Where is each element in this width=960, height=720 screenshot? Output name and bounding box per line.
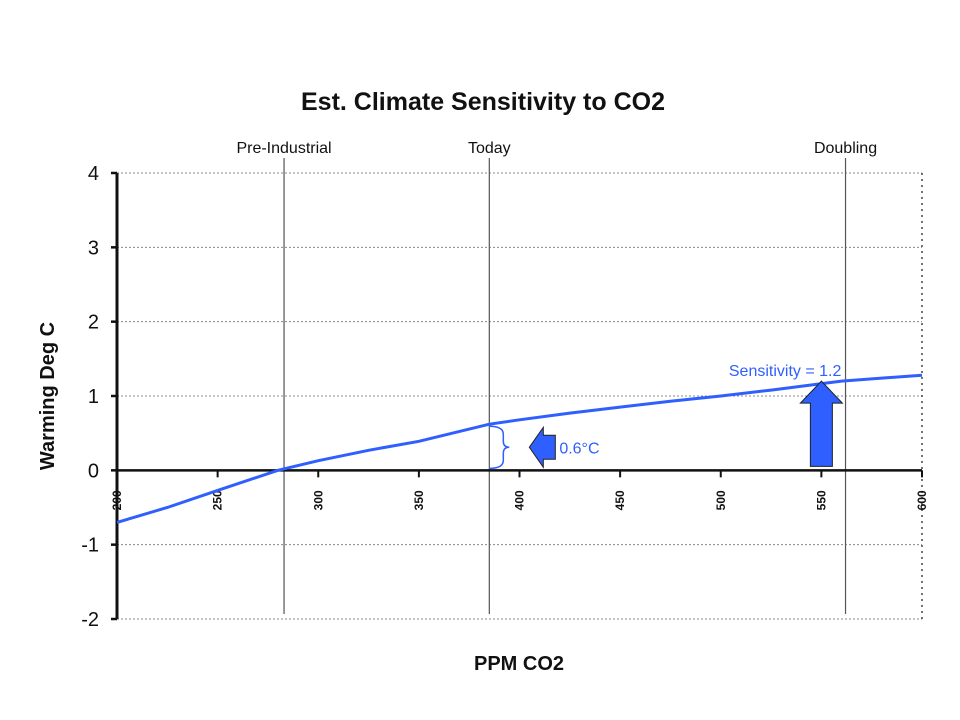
brace-icon — [489, 425, 510, 470]
y-tick-label: -2 — [81, 609, 99, 631]
annotations: 0.6°C Sensitivity = 1.2 — [489, 363, 844, 470]
y-tick-label: 1 — [88, 386, 99, 408]
reference-lines: Pre-Industrial Today Doubling — [236, 140, 877, 614]
gridlines — [117, 172, 923, 620]
y-tick-label: 3 — [88, 237, 99, 259]
arrow-up-icon — [799, 380, 844, 467]
reference-line-label: Pre-Industrial — [236, 140, 331, 157]
chart-title: Est. Climate Sensitivity to CO2 — [301, 88, 665, 116]
arrow-left-icon — [528, 425, 556, 469]
reference-line-label: Today — [468, 140, 511, 157]
x-tick-label: 550 — [814, 490, 828, 510]
series — [116, 373, 923, 524]
x-tick-label: 350 — [412, 490, 426, 510]
x-tick-label: 500 — [714, 490, 728, 510]
y-tick-label: -1 — [81, 535, 99, 557]
reference-line-label: Doubling — [814, 140, 877, 157]
y-axis-label: Warming Deg C — [37, 322, 59, 470]
x-tick-label: 300 — [311, 490, 325, 510]
y-tick-label: 0 — [88, 460, 99, 482]
annotation-label: 0.6°C — [559, 440, 599, 457]
annotation-label: Sensitivity = 1.2 — [729, 363, 842, 380]
x-axis-label: PPM CO2 — [474, 653, 564, 675]
x-tick-labels: 200 250 300 350 400 450 500 550 600 — [110, 470, 929, 510]
x-tick-label: 450 — [613, 490, 627, 510]
x-tick-label: 600 — [915, 490, 929, 510]
series-line — [116, 373, 923, 524]
y-tick-label: 2 — [88, 312, 99, 334]
x-tick-label: 400 — [513, 490, 527, 510]
y-tick-label: 4 — [88, 163, 99, 185]
x-tick-label: 200 — [110, 490, 124, 510]
x-tick-label: 250 — [211, 490, 225, 510]
y-tick-labels: 4 3 2 1 0 -1 -2 — [81, 163, 117, 631]
